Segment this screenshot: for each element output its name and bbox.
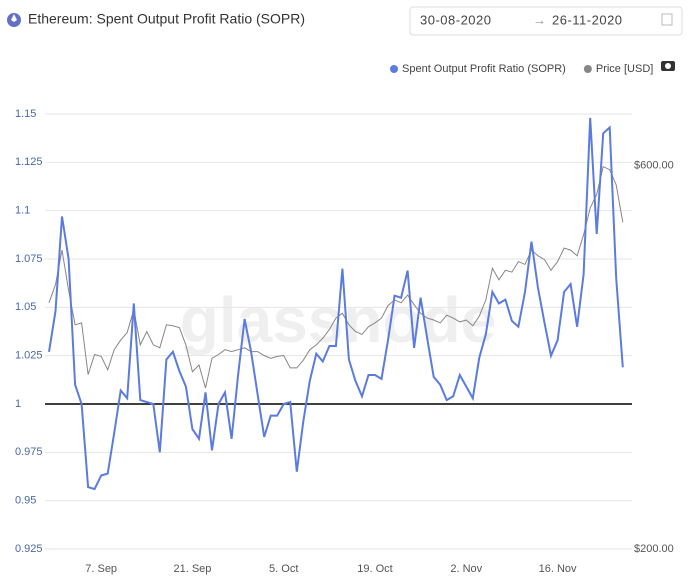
y2-tick-label: $600.00 [634,160,674,172]
y-tick-label: 1 [15,398,21,410]
x-tick-label: 21. Sep [173,563,211,575]
x-tick-label: 16. Nov [539,563,577,575]
x-tick-label: 5. Oct [269,563,298,575]
y-tick-label: 1.025 [15,350,43,362]
y-tick-label: 1.05 [15,301,36,313]
y-tick-label: 1.075 [15,253,43,265]
price-line [48,165,624,389]
y-tick-label: 1.15 [15,108,36,120]
date-to[interactable]: 26-11-2020 [552,12,623,27]
legend-label[interactable]: Price [USD] [596,63,653,75]
date-from[interactable]: 30-08-2020 [420,12,492,27]
y-tick-label: 0.95 [15,495,36,507]
y-tick-label: 1.125 [15,156,43,168]
eth-glyph [11,14,17,22]
y2-tick-label: $200.00 [634,543,674,555]
sopr-line [48,117,624,491]
legend-label[interactable]: Spent Output Profit Ratio (SOPR) [402,63,566,75]
x-tick-label: 2. Nov [450,563,482,575]
date-arrow: → [533,12,547,27]
date-range[interactable] [409,6,683,36]
legend-swatch [583,65,592,73]
y-tick-label: 0.925 [15,543,43,555]
calendar-icon[interactable] [661,13,673,26]
camera-lens [665,63,671,69]
x-tick-label: 19. Oct [357,563,392,575]
y-tick-label: 1.1 [15,205,30,217]
chart-title: Ethereum: Spent Output Profit Ratio (SOP… [28,11,305,27]
x-tick-label: 7. Sep [85,563,117,575]
y-tick-label: 0.975 [15,446,43,458]
legend-swatch [390,65,398,73]
